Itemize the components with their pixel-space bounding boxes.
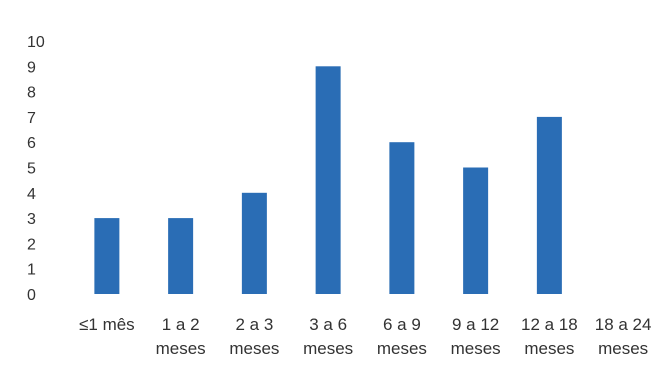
x-tick-label: meses xyxy=(229,339,279,358)
x-tick-label: meses xyxy=(377,339,427,358)
bar xyxy=(536,116,562,295)
x-tick-label: meses xyxy=(524,339,574,358)
x-tick-label: meses xyxy=(156,339,206,358)
y-tick-label: 0 xyxy=(27,287,36,304)
x-tick-label: meses xyxy=(303,339,353,358)
x-tick-label: ≤1 mês xyxy=(79,315,135,334)
x-tick-label: meses xyxy=(451,339,501,358)
y-tick-label: 5 xyxy=(27,161,36,178)
x-tick-label: 1 a 2 xyxy=(162,315,200,334)
y-tick-label: 9 xyxy=(27,59,36,76)
bar xyxy=(389,142,415,294)
y-axis-ticks: 0 1 2 3 4 5 6 7 8 9 10 xyxy=(27,34,45,304)
bar xyxy=(94,218,120,294)
x-tick-label: 18 a 24 xyxy=(595,315,652,334)
y-tick-label: 8 xyxy=(27,85,36,102)
bar xyxy=(241,192,267,294)
y-tick-label: 10 xyxy=(27,34,45,51)
y-tick-label: 7 xyxy=(27,110,36,127)
y-tick-label: 4 xyxy=(27,186,36,203)
x-tick-label: 6 a 9 xyxy=(383,315,421,334)
y-tick-label: 2 xyxy=(27,236,36,253)
bar xyxy=(315,66,341,294)
x-tick-label: meses xyxy=(598,339,648,358)
bar xyxy=(463,167,489,294)
y-tick-label: 3 xyxy=(27,211,36,228)
x-tick-label: 3 a 6 xyxy=(309,315,347,334)
y-tick-label: 6 xyxy=(27,135,36,152)
x-tick-label: 12 a 18 xyxy=(521,315,578,334)
x-tick-label: 9 a 12 xyxy=(452,315,499,334)
bars xyxy=(94,66,562,295)
x-tick-label: 2 a 3 xyxy=(235,315,273,334)
x-axis-labels: ≤1 mês 1 a 2 meses 2 a 3 meses 3 a 6 meses 6 a … xyxy=(79,315,651,358)
y-tick-label: 1 xyxy=(27,262,36,279)
bar xyxy=(168,218,194,294)
